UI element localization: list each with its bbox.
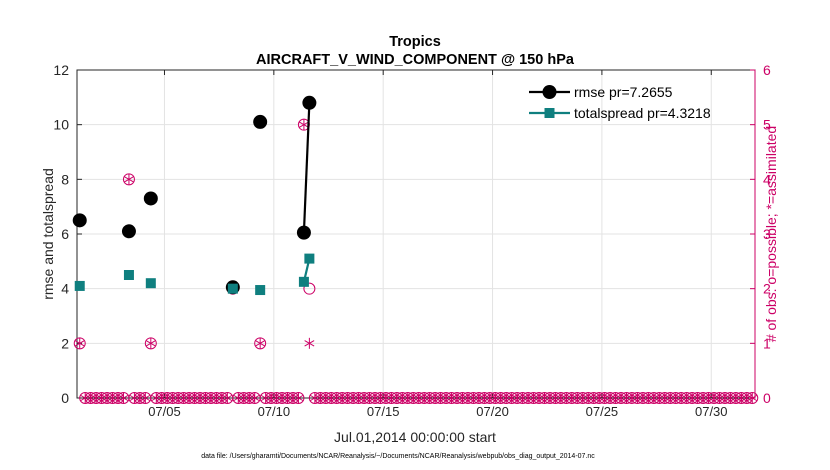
rmse-point bbox=[143, 191, 158, 206]
x-tick-label: 07/30 bbox=[695, 404, 728, 419]
rmse-point bbox=[296, 225, 311, 240]
y-tick-label-left: 6 bbox=[61, 226, 69, 242]
y-tick-label-left: 4 bbox=[61, 281, 69, 297]
rmse-line-segment bbox=[302, 102, 311, 233]
chart-subtitle: AIRCRAFT_V_WIND_COMPONENT @ 150 hPa bbox=[256, 52, 575, 68]
chart-title: Tropics bbox=[389, 34, 441, 50]
x-tick-label: 07/15 bbox=[367, 404, 400, 419]
legend-totalspread-marker bbox=[544, 108, 555, 118]
legend-totalspread-label: totalspread pr=4.3218 bbox=[574, 105, 711, 121]
x-tick-label: 07/20 bbox=[476, 404, 509, 419]
y-tick-label-right: 1 bbox=[763, 335, 771, 351]
y-tick-label-right: 4 bbox=[763, 171, 771, 187]
x-tick-label: 07/25 bbox=[586, 404, 619, 419]
y-axis-label-right: # of obs: o=possible; *=assimilated bbox=[763, 126, 779, 342]
obs-assimilated-marker bbox=[298, 119, 309, 131]
data-series bbox=[72, 95, 317, 296]
legend: rmse pr=7.2655 totalspread pr=4.3218 bbox=[529, 84, 711, 121]
legend-rmse-marker bbox=[542, 85, 557, 99]
obs-assimilated-marker bbox=[255, 337, 266, 349]
data-file-footnote: data file: /Users/gharamti/Documents/NCA… bbox=[201, 453, 595, 460]
obs-assimilated-marker bbox=[145, 337, 156, 349]
totalspread-point bbox=[74, 280, 85, 291]
totalspread-point bbox=[145, 278, 156, 289]
rmse-point bbox=[72, 213, 87, 228]
legend-rmse-label: rmse pr=7.2655 bbox=[574, 84, 673, 100]
obs-assimilated-marker bbox=[747, 392, 758, 404]
grid-lines bbox=[77, 70, 755, 398]
y-axis-label-left: rmse and totalspread bbox=[40, 168, 56, 300]
obs-possible-marker bbox=[303, 282, 316, 295]
y-tick-label-left: 0 bbox=[61, 390, 69, 406]
rmse-point bbox=[302, 95, 317, 110]
rmse-point bbox=[121, 224, 136, 239]
x-tick-label: 07/05 bbox=[148, 404, 181, 419]
obs-assimilated-marker bbox=[293, 392, 304, 404]
axis-ticks: 07/05 07/10 07/15 07/20 07/25 07/300246810120… bbox=[53, 62, 771, 419]
totalspread-point bbox=[227, 283, 238, 294]
obs-assimilated-marker bbox=[140, 392, 151, 404]
obs-assimilated-marker bbox=[249, 392, 260, 404]
y-tick-label-left: 10 bbox=[53, 117, 69, 133]
y-tick-label-left: 8 bbox=[61, 171, 69, 187]
obs-assimilated-marker bbox=[74, 337, 85, 349]
y-tick-label-right: 6 bbox=[763, 62, 771, 78]
y-tick-label-right: 5 bbox=[763, 117, 771, 133]
totalspread-point bbox=[123, 270, 134, 280]
y-tick-label-left: 2 bbox=[61, 335, 69, 351]
totalspread-point bbox=[304, 253, 315, 264]
totalspread-point bbox=[255, 285, 266, 296]
y-tick-label-right: 3 bbox=[763, 226, 771, 242]
y-tick-label-right: 0 bbox=[763, 390, 771, 406]
rmse-point bbox=[253, 114, 268, 129]
x-tick-label: 07/10 bbox=[258, 404, 291, 419]
x-axis-label: Jul.01,2014 00:00:00 start bbox=[334, 429, 496, 445]
obs-assimilated-marker bbox=[118, 392, 129, 404]
y-tick-label-right: 2 bbox=[763, 281, 771, 297]
y-tick-label-left: 12 bbox=[53, 62, 69, 78]
obs-count-markers bbox=[73, 118, 759, 404]
totalspread-point bbox=[298, 276, 309, 287]
obs-assimilated-marker bbox=[304, 337, 315, 349]
obs-assimilated-marker bbox=[123, 173, 134, 185]
obs-assimilated-marker bbox=[222, 392, 233, 404]
